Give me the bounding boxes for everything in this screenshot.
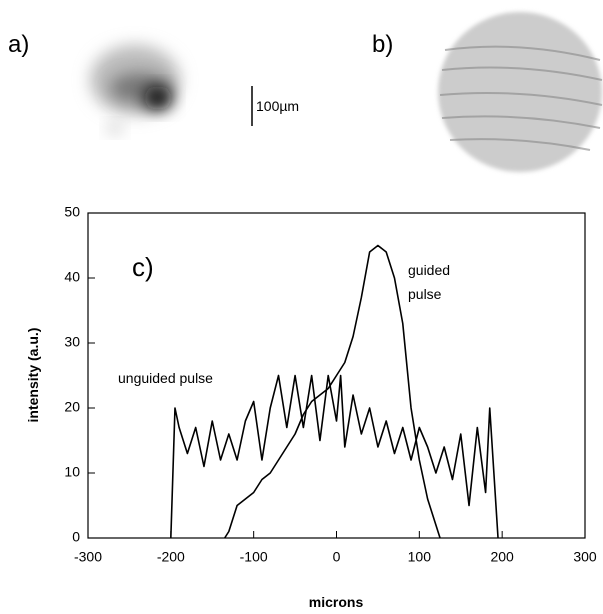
y-tick-label: 30 — [64, 334, 80, 350]
y-tick-label: 40 — [64, 269, 80, 285]
data-line — [224, 244, 441, 539]
x-tick-label: 0 — [333, 549, 341, 565]
image-b — [438, 12, 603, 172]
x-tick-label: -300 — [74, 549, 102, 565]
panel-label: c) — [132, 252, 154, 282]
annotation: unguided pulse — [118, 370, 213, 386]
panel-label: a) — [8, 31, 29, 58]
x-tick-label: 200 — [490, 549, 514, 565]
x-tick-label: -100 — [240, 549, 268, 565]
x-tick-label: 300 — [573, 549, 597, 565]
x-tick-label: 100 — [408, 549, 432, 565]
y-tick-label: 50 — [64, 204, 80, 220]
x-tick-label: -200 — [157, 549, 185, 565]
y-axis-label: intensity (a.u.) — [25, 328, 41, 423]
y-tick-label: 0 — [72, 529, 80, 545]
scale-label: 100µm — [256, 98, 299, 114]
x-axis-label: microns — [309, 594, 364, 610]
annotation: guided — [408, 262, 450, 278]
annotation: pulse — [408, 286, 442, 302]
panel-label: b) — [372, 31, 393, 58]
data-line — [170, 374, 499, 539]
image-a — [90, 45, 180, 134]
y-tick-label: 10 — [64, 464, 80, 480]
y-tick-label: 20 — [64, 399, 80, 415]
